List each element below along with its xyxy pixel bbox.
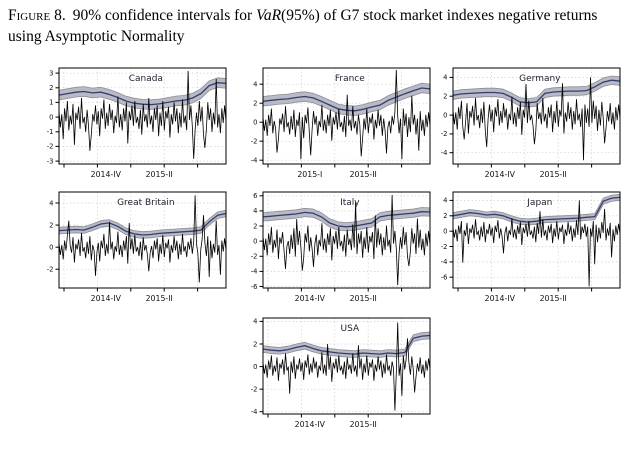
svg-text:-2: -2: [441, 243, 448, 251]
svg-text:2: 2: [253, 222, 257, 230]
chart-panel-japan: -6 -4 -2 0 2 4 2014-IV 2015-II Japan: [427, 186, 625, 308]
svg-text:Germany: Germany: [519, 74, 561, 84]
chart-panel-canada: -3 -2 -1 0 1 2 3 2014-IV 2015-II Canada: [33, 62, 231, 184]
svg-text:0: 0: [443, 111, 447, 119]
svg-text:4: 4: [253, 207, 257, 215]
svg-text:2015-II: 2015-II: [146, 170, 173, 179]
svg-text:0: 0: [253, 119, 257, 127]
caption-var-term: VaR: [256, 7, 282, 24]
svg-text:Italy: Italy: [340, 198, 360, 208]
svg-text:2014-IV: 2014-IV: [295, 294, 326, 303]
svg-text:-2: -2: [47, 266, 54, 274]
svg-text:2014-IV: 2014-IV: [91, 170, 122, 179]
svg-text:-2: -2: [251, 138, 258, 146]
svg-text:-4: -4: [251, 157, 258, 165]
svg-text:2015-II: 2015-II: [540, 294, 567, 303]
svg-text:2014-IV: 2014-IV: [91, 294, 122, 303]
svg-text:4: 4: [253, 81, 257, 89]
svg-text:Great Britain: Great Britain: [117, 198, 175, 208]
figure-caption: Figure 8. 90% confidence intervals for Va…: [8, 6, 626, 48]
svg-text:-4: -4: [251, 268, 258, 276]
figure-label: Figure 8.: [8, 7, 66, 24]
svg-text:0: 0: [253, 363, 257, 371]
svg-text:-6: -6: [251, 283, 258, 291]
svg-text:0: 0: [49, 244, 53, 252]
svg-text:-1: -1: [47, 128, 54, 136]
chart-panel-france: -4 -2 0 2 4 2015-I 2015-II France: [237, 62, 435, 184]
svg-text:2015-II: 2015-II: [350, 170, 377, 179]
svg-text:2: 2: [443, 93, 447, 101]
svg-text:0: 0: [49, 113, 53, 121]
chart-panel-usa: -4 -2 0 2 4 2014-IV 2015-II USA: [237, 312, 435, 434]
svg-text:USA: USA: [341, 324, 360, 334]
svg-text:2014-IV: 2014-IV: [485, 170, 516, 179]
svg-text:2: 2: [443, 212, 447, 220]
svg-text:-2: -2: [441, 130, 448, 138]
chart-panel-italy: -6 -4 -2 0 2 4 6 2014-IV 2015-II Italy: [237, 186, 435, 308]
svg-text:3: 3: [49, 69, 53, 77]
svg-text:4: 4: [443, 197, 447, 205]
caption-text-before: 90% confidence intervals for: [72, 7, 257, 24]
svg-text:4: 4: [49, 199, 53, 207]
svg-text:0: 0: [253, 237, 257, 245]
svg-text:2014-IV: 2014-IV: [485, 294, 516, 303]
chart-panel-germany: -4 -2 0 2 4 2014-IV 2015-II Germany: [427, 62, 625, 184]
svg-text:2: 2: [253, 100, 257, 108]
svg-text:2015-I: 2015-I: [297, 170, 322, 179]
svg-text:2: 2: [49, 221, 53, 229]
svg-text:2: 2: [49, 84, 53, 92]
svg-text:Canada: Canada: [129, 74, 163, 84]
svg-text:-2: -2: [47, 143, 54, 151]
svg-text:-2: -2: [251, 253, 258, 261]
svg-text:France: France: [335, 74, 365, 84]
svg-text:1: 1: [49, 99, 53, 107]
svg-text:Japan: Japan: [526, 198, 552, 208]
svg-text:-2: -2: [251, 386, 258, 394]
svg-text:0: 0: [443, 228, 447, 236]
svg-text:6: 6: [253, 192, 257, 200]
svg-text:2014-IV: 2014-IV: [295, 420, 326, 429]
chart-panel-great-britain: -2 0 2 4 2014-IV 2015-II Great Britain: [33, 186, 231, 308]
svg-text:4: 4: [253, 318, 257, 326]
svg-text:2015-II: 2015-II: [540, 170, 567, 179]
svg-text:-4: -4: [441, 149, 448, 157]
svg-text:-4: -4: [251, 408, 258, 416]
svg-text:2015-II: 2015-II: [350, 294, 377, 303]
svg-text:2015-II: 2015-II: [350, 420, 377, 429]
caption-text-after: (95%) of G7 stock market indexes negativ…: [8, 7, 598, 45]
svg-text:2015-II: 2015-II: [146, 294, 173, 303]
svg-text:-6: -6: [441, 274, 448, 282]
svg-text:4: 4: [443, 74, 447, 82]
svg-text:-3: -3: [47, 157, 54, 165]
svg-text:-4: -4: [441, 258, 448, 266]
svg-text:2: 2: [253, 340, 257, 348]
